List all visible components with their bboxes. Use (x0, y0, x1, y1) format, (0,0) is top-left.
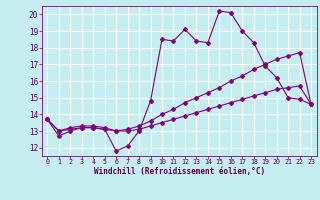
X-axis label: Windchill (Refroidissement éolien,°C): Windchill (Refroidissement éolien,°C) (94, 167, 265, 176)
